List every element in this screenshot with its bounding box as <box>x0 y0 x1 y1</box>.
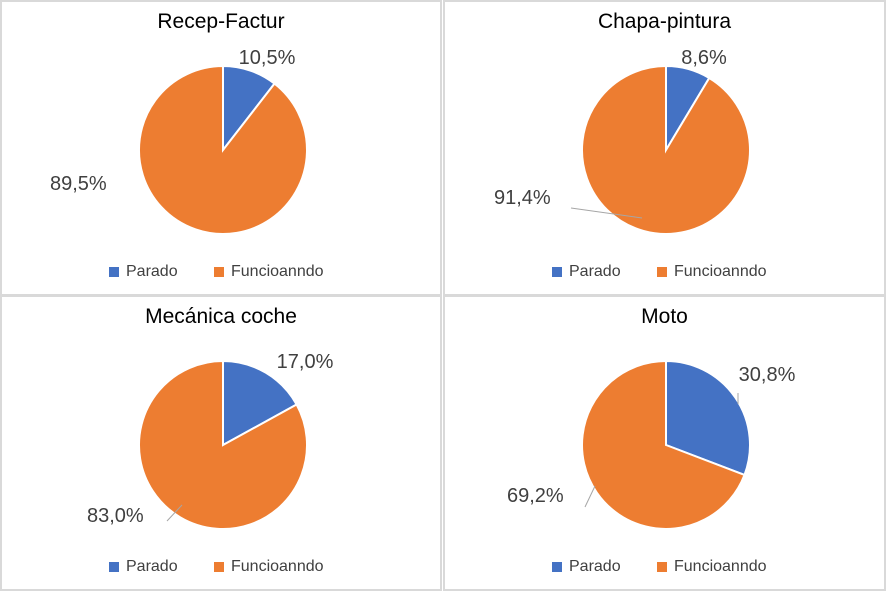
data-label: 89,5% <box>50 173 107 195</box>
chart-panel-moto: Moto 30,8% 69,2% Parado Funcioanndo <box>443 295 886 591</box>
legend: Parado Funcioanndo <box>109 558 324 575</box>
legend-swatch-funcionando <box>214 267 224 277</box>
pie-slice-funcionando <box>138 64 308 235</box>
data-label: 83,0% <box>87 505 144 527</box>
chart-title: Moto <box>641 305 688 328</box>
chart-panel-chapa-pintura: Chapa-pintura 8,6% 91,4% Parado Funcioanndo <box>443 0 886 296</box>
legend-swatch-parado <box>552 267 562 277</box>
data-label: 10,5% <box>239 47 296 69</box>
pie-chart: 17,0% 83,0% Parado Funcioanndo <box>87 351 334 575</box>
chart-title: Recep-Factur <box>157 10 285 33</box>
data-label: 17,0% <box>277 351 334 373</box>
legend: Parado Funcioanndo <box>552 263 767 280</box>
data-label: 69,2% <box>507 485 564 507</box>
pie-slice-funcionando <box>581 359 746 530</box>
chart-title: Mecánica coche <box>145 305 297 328</box>
legend-label: Parado <box>569 558 621 575</box>
leader-line <box>570 207 643 219</box>
legend-label: Funcioanndo <box>231 558 324 575</box>
pie-slice-funcionando <box>581 64 751 235</box>
pie-slice-parado <box>665 359 751 477</box>
pie-chart: 8,6% 91,4% Parado Funcioanndo <box>494 47 767 280</box>
legend: Parado Funcioanndo <box>552 558 767 575</box>
legend-swatch-funcionando <box>214 562 224 572</box>
pie-slice-funcionando <box>138 359 308 530</box>
data-label: 91,4% <box>494 187 551 209</box>
pie-chart: 10,5% 89,5% Parado Funcioanndo <box>50 47 324 280</box>
legend-label: Funcioanndo <box>674 558 767 575</box>
legend-label: Parado <box>126 263 178 280</box>
pie-chart: 30,8% 69,2% Parado Funcioanndo <box>507 359 796 575</box>
legend-label: Funcioanndo <box>231 263 324 280</box>
chart-panel-mecanica-coche: Mecánica coche 17,0% 83,0% Parado Funcioann… <box>0 295 442 591</box>
legend-swatch-funcionando <box>657 562 667 572</box>
chart-title: Chapa-pintura <box>597 10 732 33</box>
legend: Parado Funcioanndo <box>109 263 324 280</box>
leader-line <box>166 504 183 522</box>
legend-label: Funcioanndo <box>674 263 767 280</box>
data-label: 30,8% <box>739 364 796 386</box>
chart-panel-recep-factur: Recep-Factur 10,5% 89,5% Parado Funcioanndo <box>0 0 442 296</box>
legend-label: Parado <box>126 558 178 575</box>
legend-swatch-funcionando <box>657 267 667 277</box>
legend-label: Parado <box>569 263 621 280</box>
legend-swatch-parado <box>109 267 119 277</box>
pie-slice-parado <box>222 359 298 447</box>
legend-swatch-parado <box>109 562 119 572</box>
legend-swatch-parado <box>552 562 562 572</box>
leader-line <box>584 485 596 508</box>
data-label: 8,6% <box>681 47 727 69</box>
